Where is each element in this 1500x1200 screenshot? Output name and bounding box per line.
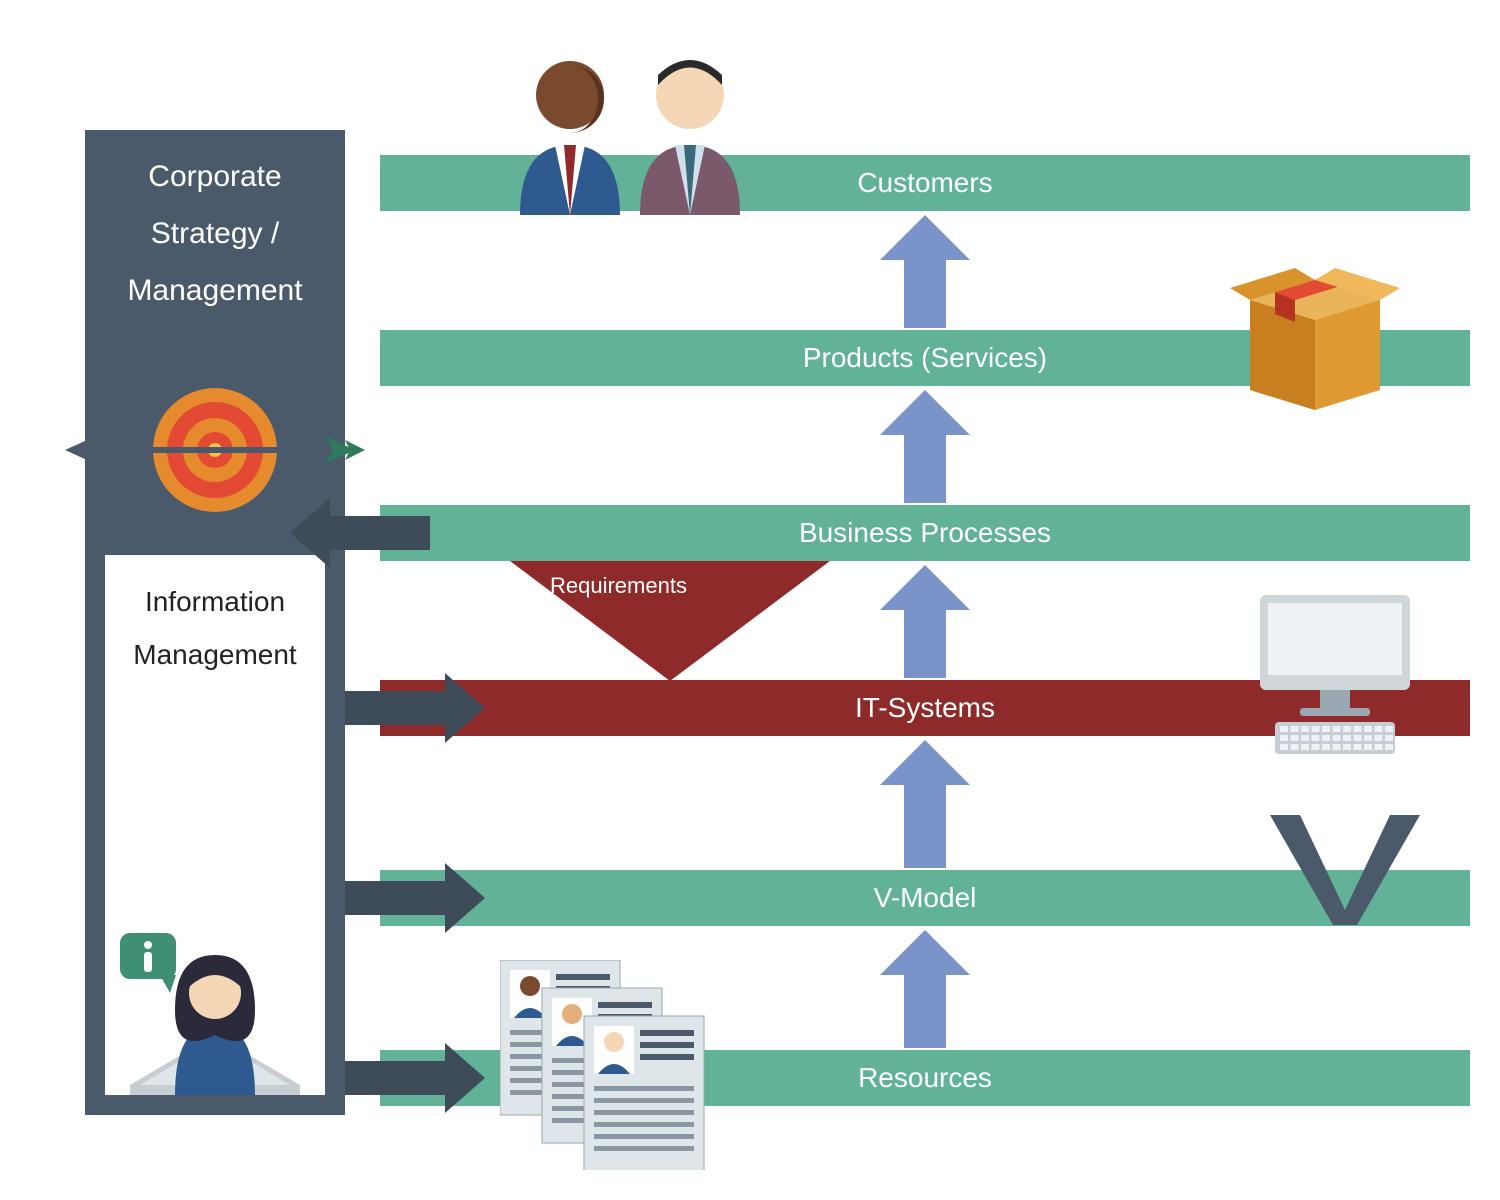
- layer-bar-label: V-Model: [874, 882, 977, 914]
- info-box-line: Management: [105, 628, 325, 681]
- layer-bar-label: IT-Systems: [855, 692, 995, 724]
- diagram-stage: CorporateStrategy /ManagementInformation…: [0, 0, 1500, 1200]
- up-arrow-0: [880, 930, 970, 1048]
- info-person-icon: [120, 915, 310, 1095]
- sidebar-title-line: Corporate: [85, 148, 345, 205]
- sidebar-title-line: Management: [85, 262, 345, 319]
- layer-bar-label: Resources: [858, 1062, 992, 1094]
- info-box-line: Information: [105, 575, 325, 628]
- layer-bar-label: Products (Services): [803, 342, 1047, 374]
- up-arrow-4: [880, 215, 970, 328]
- side-arrow-2: [345, 863, 485, 933]
- up-arrow-1: [880, 740, 970, 868]
- resources-papers-icon: [500, 960, 730, 1170]
- it-monitor-icon: [1250, 590, 1420, 760]
- requirements-label: Requirements: [550, 573, 687, 599]
- customers-people-icon: [500, 45, 760, 215]
- side-arrow-3: [345, 1043, 485, 1113]
- up-arrow-3: [880, 390, 970, 503]
- layer-bar-label: Customers: [857, 167, 992, 199]
- sidebar-title: CorporateStrategy /Management: [85, 148, 345, 319]
- side-arrow-1: [345, 673, 485, 743]
- target-icon: [65, 370, 365, 530]
- v-model-icon: [1270, 815, 1420, 925]
- products-box-icon: [1230, 250, 1400, 410]
- sidebar-title-line: Strategy /: [85, 205, 345, 262]
- layer-bar-business: Business Processes: [380, 505, 1470, 561]
- layer-bar-label: Business Processes: [799, 517, 1051, 549]
- up-arrow-2: [880, 565, 970, 678]
